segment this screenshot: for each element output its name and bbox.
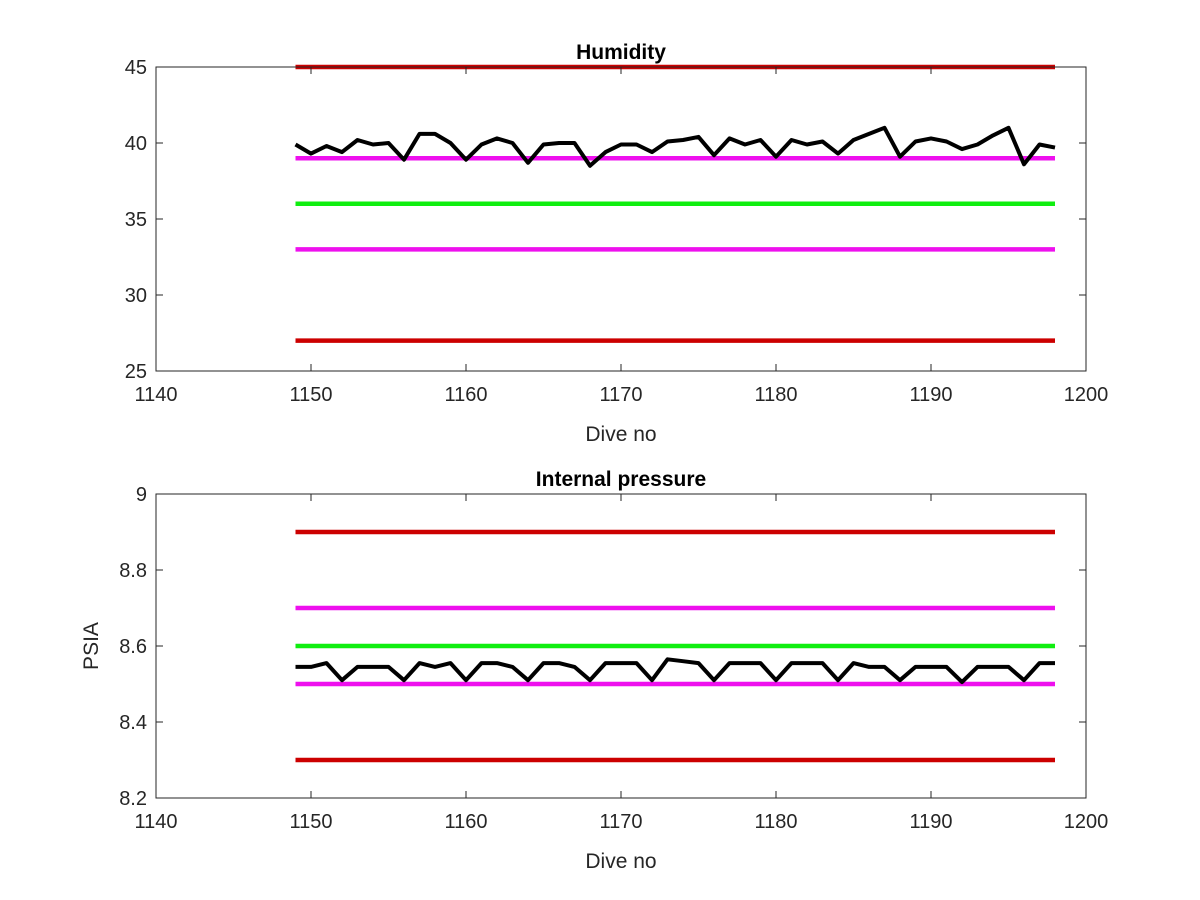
humidity-plot-area — [156, 67, 1086, 371]
humidity-x-axis-label: Dive no — [585, 423, 656, 446]
pressure-x-tick-label: 1150 — [289, 811, 332, 833]
humidity-y-tick-label: 35 — [125, 209, 147, 231]
pressure-y-tick-label: 8.8 — [119, 560, 147, 582]
pressure-measured-line — [295, 657, 1055, 685]
humidity-panel: 1140 1150 1160 1170 1180 1190 1200 25 30 35 40 45 H… — [125, 41, 1109, 446]
internal-pressure-panel: 1140 1150 1160 1170 1180 1190 1200 8.2 8.4 8.6 8.8… — [80, 468, 1108, 873]
humidity-x-tick-label: 1170 — [599, 384, 642, 406]
pressure-chart-title: Internal pressure — [536, 468, 706, 491]
humidity-x-tick-label: 1180 — [754, 384, 797, 406]
humidity-y-tick-label: 40 — [125, 133, 147, 155]
humidity-measured-line — [294, 125, 1056, 168]
pressure-axis-ticks: 1140 1150 1160 1170 1180 1190 1200 8.2 8.4 8.6 8.8… — [119, 484, 1108, 833]
humidity-y-tick-label: 30 — [125, 285, 147, 307]
pressure-x-tick-label: 1140 — [134, 811, 177, 833]
pressure-plot-marks — [295, 529, 1055, 763]
humidity-x-tick-label: 1150 — [289, 384, 332, 406]
humidity-chart-title: Humidity — [576, 41, 666, 64]
pressure-x-tick-label: 1170 — [599, 811, 642, 833]
humidity-x-tick-label: 1140 — [134, 384, 177, 406]
humidity-y-tick-label: 25 — [125, 361, 147, 383]
pressure-y-axis-label: PSIA — [80, 622, 103, 670]
pressure-y-tick-label: 9 — [136, 484, 147, 506]
pressure-x-tick-label: 1180 — [754, 811, 797, 833]
humidity-x-tick-label: 1200 — [1064, 384, 1109, 406]
pressure-x-tick-label: 1160 — [444, 811, 487, 833]
humidity-x-tick-label: 1190 — [909, 384, 952, 406]
pressure-y-tick-label: 8.6 — [119, 636, 147, 658]
pressure-x-tick-label: 1190 — [909, 811, 952, 833]
humidity-axis-ticks: 1140 1150 1160 1170 1180 1190 1200 25 30 35 40 45 — [125, 57, 1109, 406]
pressure-y-tick-label: 8.4 — [119, 712, 147, 734]
pressure-y-tick-label: 8.2 — [119, 788, 147, 810]
pressure-x-tick-label: 1200 — [1064, 811, 1109, 833]
humidity-y-tick-label: 45 — [125, 57, 147, 79]
pressure-x-axis-label: Dive no — [585, 850, 656, 873]
humidity-x-tick-label: 1160 — [444, 384, 487, 406]
